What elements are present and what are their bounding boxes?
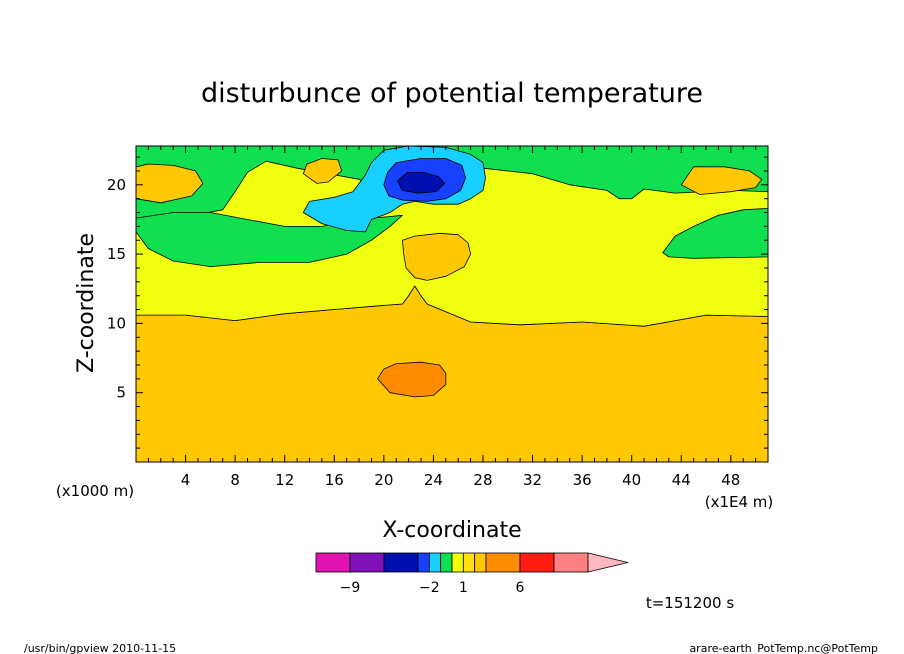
colorbar-bin-11 bbox=[553, 552, 589, 573]
y-tick-label: 15 bbox=[107, 245, 126, 263]
colorbar-bin-10 bbox=[519, 552, 555, 573]
y-axis-label: Z-coordinate bbox=[74, 233, 99, 373]
contour-region-7 bbox=[397, 171, 446, 194]
colorbar-bin-9 bbox=[485, 552, 521, 573]
contour-region-10 bbox=[401, 232, 472, 281]
contour-region-12 bbox=[377, 361, 447, 398]
contour-region-4 bbox=[662, 207, 769, 259]
colorbar-label: 1 bbox=[459, 580, 468, 596]
x-tick-label: 4 bbox=[181, 471, 191, 489]
chart-title: disturbunce of potential temperature bbox=[201, 78, 703, 109]
x-tick-label: 8 bbox=[230, 471, 240, 489]
colorbar-overflow-arrow bbox=[587, 552, 629, 573]
x-tick-label: 40 bbox=[622, 471, 641, 489]
plot-frame bbox=[135, 145, 769, 463]
x-tick-label: 28 bbox=[473, 471, 492, 489]
colorbar-bin-2 bbox=[383, 552, 419, 573]
x-tick-label: 16 bbox=[325, 471, 344, 489]
colorbar-bin-3 bbox=[417, 552, 430, 573]
y-tick-label: 5 bbox=[116, 384, 126, 402]
colorbar-bin-7 bbox=[462, 552, 476, 573]
x-tick-label: 44 bbox=[672, 471, 691, 489]
colorbar-bin-1 bbox=[349, 552, 385, 573]
colorbar-bin-6 bbox=[451, 552, 464, 573]
colorbar-bin-8 bbox=[474, 552, 487, 573]
contour-region-11 bbox=[680, 166, 763, 195]
colorbar-bin-5 bbox=[440, 552, 453, 573]
colorbar-label: −2 bbox=[419, 580, 440, 596]
y-tick-label: 20 bbox=[107, 176, 126, 194]
colorbar-label: −9 bbox=[340, 580, 361, 596]
contour-region-9 bbox=[302, 158, 343, 184]
x-axis-ticks: 4 8 12 16 20 24 28 32 36 40 44 48 bbox=[147, 146, 757, 489]
colorbar-bin-4 bbox=[428, 552, 442, 573]
colorbar: −9 −2 1 6 bbox=[315, 552, 629, 596]
x-tick-label: 24 bbox=[424, 471, 443, 489]
x-tick-label: 36 bbox=[573, 471, 592, 489]
y-tick-label: 10 bbox=[107, 314, 126, 332]
x-unit-label: (x1E4 m) bbox=[705, 493, 774, 511]
colorbar-label: 6 bbox=[516, 580, 525, 596]
x-tick-label: 32 bbox=[523, 471, 542, 489]
x-tick-label: 48 bbox=[721, 471, 740, 489]
y-axis-ticks: 5 10 15 20 bbox=[107, 156, 768, 449]
footer-right: arare-earth_PotTemp.nc@PotTemp bbox=[689, 642, 878, 654]
footer-left: /usr/bin/gpview 2010-11-15 bbox=[24, 642, 176, 654]
x-tick-label: 20 bbox=[374, 471, 393, 489]
y-unit-label: (x1000 m) bbox=[56, 482, 134, 500]
x-axis-label: X-coordinate bbox=[382, 518, 521, 543]
colorbar-bin-0 bbox=[315, 552, 351, 573]
contour-region-8 bbox=[135, 163, 204, 204]
contour-regions bbox=[135, 145, 769, 463]
x-tick-label: 12 bbox=[275, 471, 294, 489]
time-label: t=151200 s bbox=[646, 594, 734, 612]
